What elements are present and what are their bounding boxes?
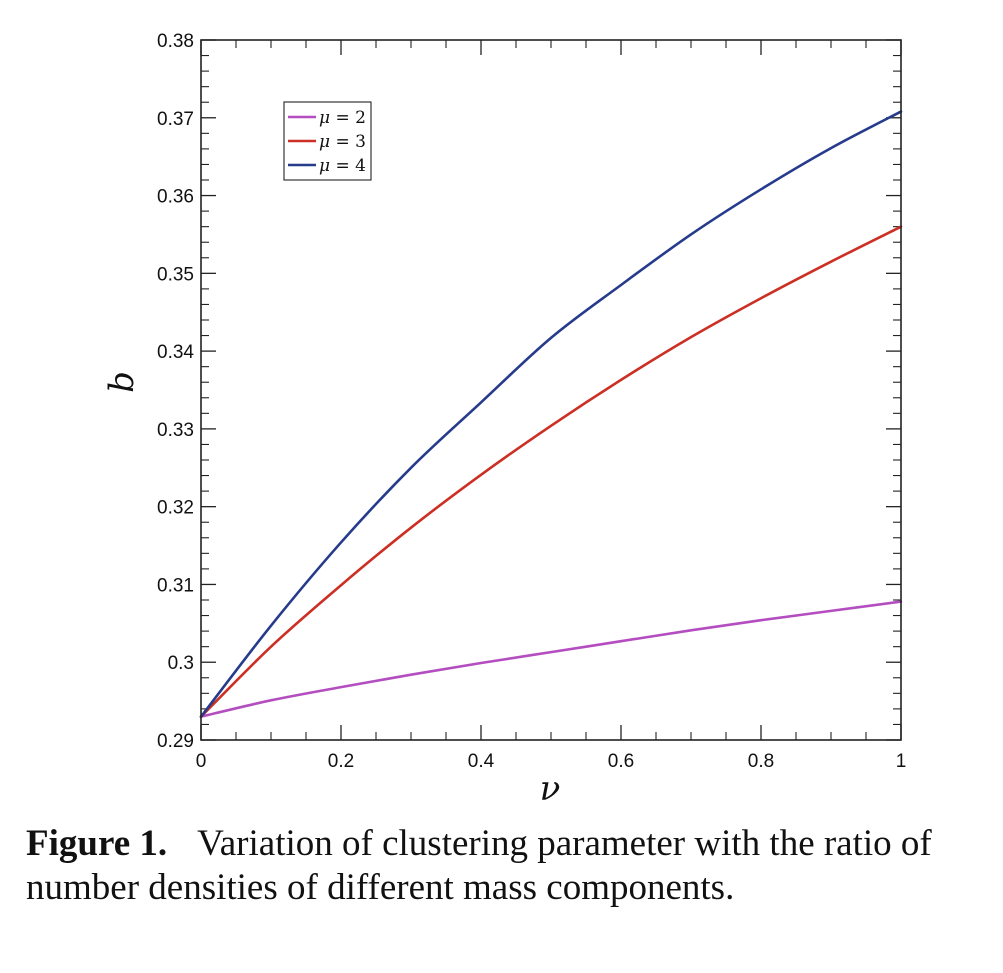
y-tick-label: 0.35: [157, 264, 194, 285]
x-tick-label: 0.4: [468, 751, 495, 772]
legend-box: [283, 101, 372, 181]
y-tick-label: 0.33: [157, 420, 194, 441]
legend-entry: μ = 4: [319, 156, 366, 176]
series-line-mu-4: [199, 110, 903, 718]
figure-label: Figure 1.: [26, 823, 168, 864]
x-tick-label: 0: [196, 751, 207, 772]
x-tick-label: 0.2: [328, 751, 354, 772]
series-line-mu-3: [199, 225, 903, 718]
series-line-mu-2: [199, 600, 903, 718]
y-tick-label: 0.3: [168, 653, 194, 674]
y-tick-label: 0.34: [157, 342, 194, 363]
y-tick-label: 0.29: [157, 731, 194, 752]
y-tick-label: 0.36: [157, 187, 194, 208]
y-tick-label: 0.38: [157, 31, 194, 52]
y-tick-label: 0.32: [157, 498, 194, 519]
x-axis-label: ν: [540, 769, 561, 800]
y-axis-label: b: [102, 371, 142, 393]
x-tick-label: 1: [896, 751, 907, 772]
line-chart: 0 0.2 0.4 0.6 0.8 1 0.29 0.3 0.31 0.32 0.33 0.34 0.…: [102, 31, 907, 800]
x-tick-label: 0.8: [748, 751, 774, 772]
figure-caption: Figure 1. Variation of clustering paramet…: [26, 822, 991, 910]
plot-frame: [200, 39, 902, 741]
x-tick-label: 0.6: [608, 751, 634, 772]
legend-entry: μ = 3: [319, 132, 366, 152]
legend-entry: μ = 2: [319, 108, 366, 128]
y-tick-label: 0.31: [157, 575, 194, 596]
caption-text: Variation of clustering parameter with t…: [26, 823, 932, 908]
legend: μ = 2 μ = 3 μ = 4: [283, 101, 372, 181]
y-tick-label: 0.37: [157, 109, 194, 130]
